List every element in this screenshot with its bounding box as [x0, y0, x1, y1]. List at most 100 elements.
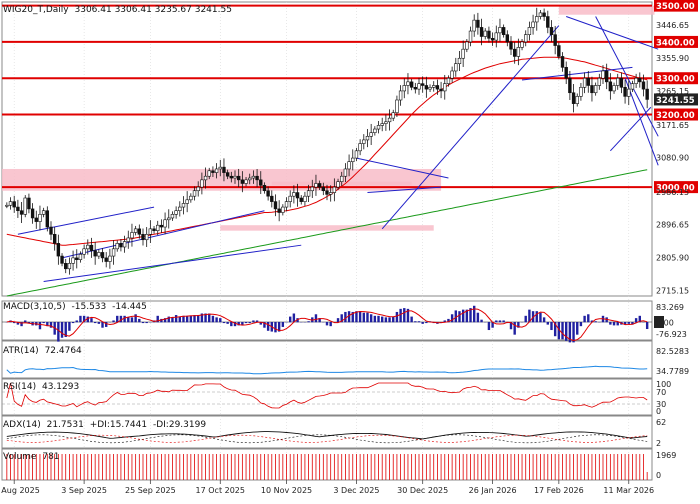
candle-body: [546, 17, 549, 28]
macd-bar: [212, 316, 214, 322]
time-tick-label: 10 Nov 2025: [261, 486, 312, 495]
candle-body: [263, 185, 266, 190]
candle-body: [580, 87, 583, 96]
candle-body: [278, 209, 281, 213]
level-price-label: 3300.00: [656, 75, 695, 85]
macd-bar: [249, 322, 251, 323]
macd-bar: [572, 322, 574, 342]
candle-body: [300, 198, 303, 202]
candle-body: [499, 27, 502, 32]
candle-body: [61, 256, 64, 263]
candle-body: [561, 56, 564, 67]
macd-bar: [142, 322, 144, 323]
candle-body: [223, 167, 226, 172]
macd-bar: [583, 316, 585, 322]
candle-body: [215, 169, 218, 173]
candle-body: [598, 78, 601, 85]
candle-body: [178, 207, 181, 211]
candle-body: [16, 207, 19, 211]
macd-bar: [90, 318, 92, 322]
candle-body: [83, 249, 86, 254]
macd-bar: [370, 314, 372, 322]
macd-bar: [175, 315, 177, 322]
candle-body: [539, 13, 542, 17]
candle-body: [138, 229, 141, 234]
candle-body: [384, 122, 387, 124]
candle-body: [348, 162, 351, 169]
macd-bar: [421, 322, 423, 324]
candle-body: [351, 158, 354, 162]
candle-body: [528, 27, 531, 34]
candle-body: [627, 89, 630, 96]
candle-body: [576, 96, 579, 103]
candle-body: [5, 205, 8, 206]
candle-body: [68, 263, 71, 268]
candle-body: [381, 124, 384, 126]
candle-body: [620, 78, 623, 87]
candle-body: [252, 176, 255, 178]
candle-body: [285, 202, 288, 207]
candle-body: [403, 85, 406, 90]
candle-body: [145, 234, 148, 239]
candle-body: [370, 133, 373, 137]
candle-body: [484, 31, 487, 36]
candle-body: [90, 245, 93, 250]
candle-body: [513, 49, 516, 56]
candle-body: [476, 20, 479, 27]
candle-body: [248, 178, 251, 180]
macd-bar: [252, 320, 254, 322]
candle-body: [602, 71, 605, 78]
candle-body: [53, 234, 56, 243]
candle-body: [443, 84, 446, 91]
macd-bar: [609, 322, 611, 325]
macd-bar: [138, 319, 140, 322]
candle-body: [554, 35, 557, 46]
candle-body: [425, 85, 428, 89]
candle-body: [171, 214, 174, 218]
macd-bar: [208, 314, 210, 323]
macd-bar: [580, 322, 582, 326]
macd-bar: [635, 318, 637, 322]
macd-bar: [399, 309, 401, 322]
macd-bar: [42, 322, 44, 323]
macd-bar: [226, 322, 228, 324]
candle-body: [149, 229, 152, 234]
macd-bar: [79, 316, 81, 322]
macd-bar: [98, 322, 100, 324]
candle-body: [46, 211, 49, 227]
candle-body: [160, 225, 163, 227]
candle-body: [75, 258, 78, 260]
candle-body: [127, 238, 130, 242]
macd-bar: [410, 317, 412, 323]
macd-bar: [536, 311, 538, 322]
level-price-label: 3500.00: [656, 2, 695, 12]
candle-body: [535, 17, 538, 22]
candle-body: [591, 85, 594, 92]
candle-body: [565, 67, 568, 78]
macd-bar: [499, 320, 501, 322]
macd-bar: [223, 322, 225, 323]
candle-body: [108, 256, 111, 261]
candle-body: [359, 144, 362, 151]
macd-bar: [112, 320, 114, 322]
macd-bar: [57, 322, 59, 342]
candle-body: [635, 78, 638, 83]
macd-bar: [337, 318, 339, 322]
macd-bar: [359, 311, 361, 322]
zone-band: [220, 225, 433, 230]
macd-bar: [39, 322, 41, 329]
macd-bar: [462, 310, 464, 323]
candle-body: [13, 202, 16, 207]
macd-bar: [230, 322, 232, 326]
macd-bar: [513, 322, 515, 335]
zone-band: [559, 6, 655, 15]
candle-body: [9, 202, 12, 206]
candle-body: [502, 27, 505, 34]
candle-body: [454, 64, 457, 71]
macd-bar: [418, 321, 420, 322]
candle-body: [142, 234, 145, 239]
candle-body: [307, 191, 310, 196]
price-tick-label: 2896.65: [656, 221, 689, 230]
